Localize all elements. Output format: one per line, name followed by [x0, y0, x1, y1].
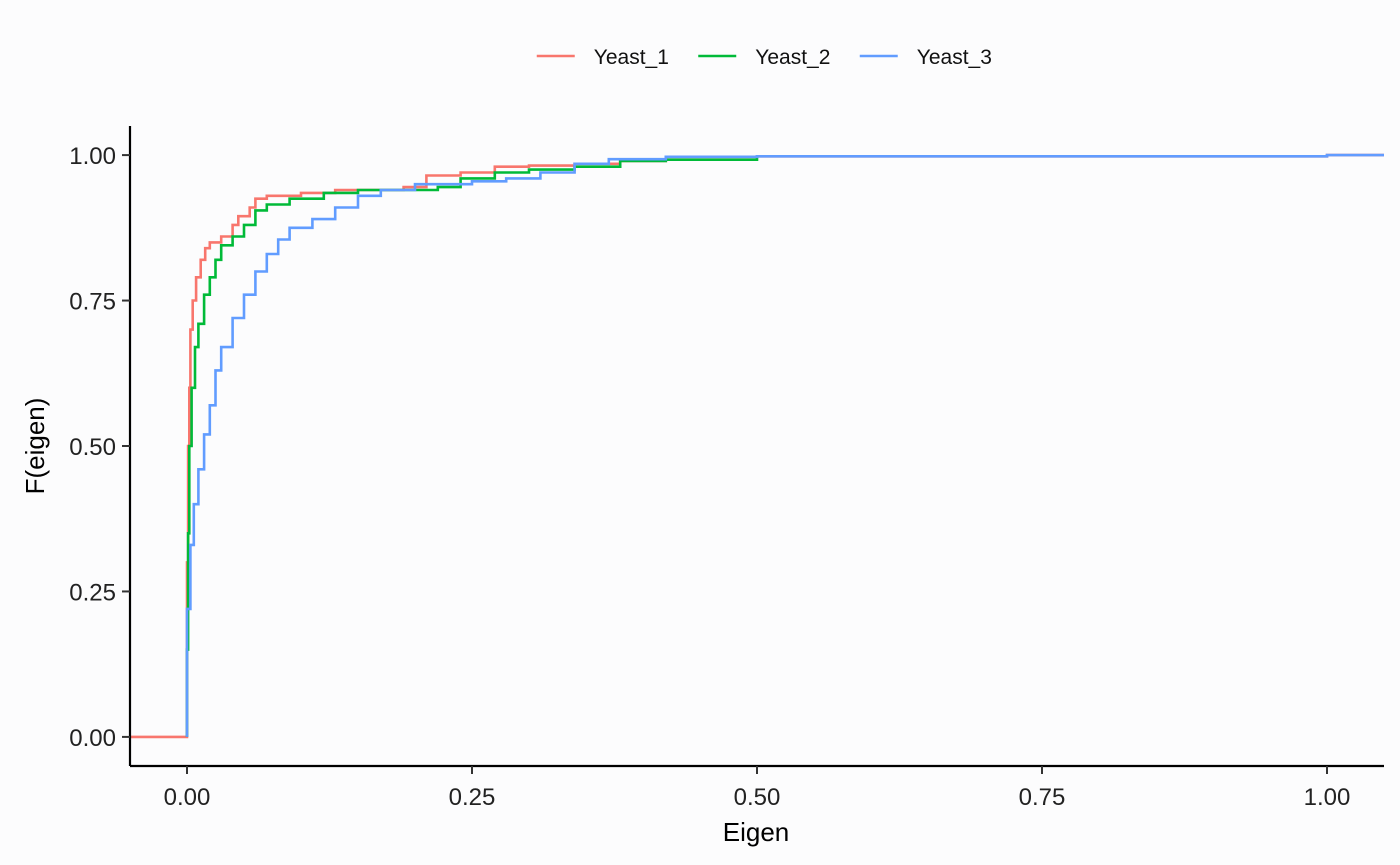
series-lines [130, 153, 1384, 739]
legend-item-yeast-3: Yeast_3 [859, 46, 992, 69]
legend: Yeast_1 Yeast_2 Yeast_3 [536, 46, 992, 69]
legend-label: Yeast_1 [594, 46, 669, 69]
x-tick-label: 0.25 [449, 784, 496, 811]
x-axis-title: Eigen [723, 817, 790, 847]
y-tick-label: 0.25 [69, 579, 116, 606]
x-tick-label: 0.00 [164, 784, 211, 811]
series-line-yeast-2 [185, 156, 759, 737]
legend-label: Yeast_3 [917, 46, 992, 69]
y-tick-label: 0.75 [69, 289, 116, 316]
series-line-yeast-3 [185, 153, 1384, 737]
axes: 0.00 0.25 0.50 0.75 1.00 0.00 0.25 0.50 0.75 1.00 [69, 126, 1384, 811]
y-tick-label: 0.50 [69, 434, 116, 461]
x-tick-label: 0.75 [1019, 784, 1066, 811]
legend-label: Yeast_2 [755, 46, 830, 69]
y-tick-label: 0.00 [69, 725, 116, 752]
series-line-yeast-1 [130, 153, 1384, 739]
x-tick-label: 0.50 [734, 784, 781, 811]
y-tick-label: 1.00 [69, 143, 116, 170]
y-axis-title: F(eigen) [20, 398, 50, 495]
legend-item-yeast-2: Yeast_2 [698, 46, 830, 69]
x-tick-label: 1.00 [1304, 784, 1351, 811]
legend-item-yeast-1: Yeast_1 [536, 46, 669, 69]
